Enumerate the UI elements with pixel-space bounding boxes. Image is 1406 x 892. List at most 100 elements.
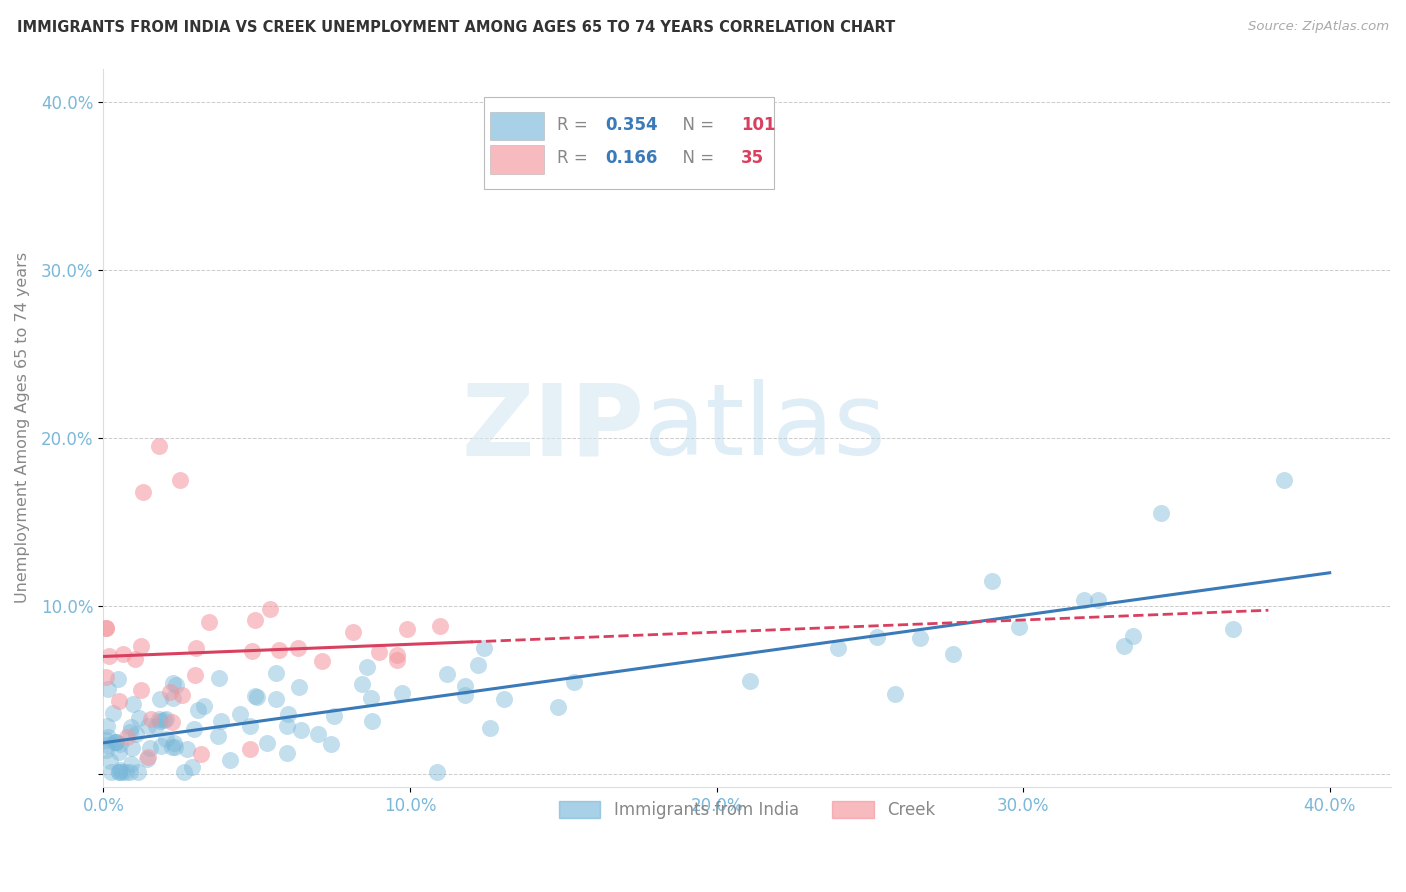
Point: [360, 690, 382, 705]
Point: [360, 714, 382, 729]
Text: ZIP: ZIP: [461, 379, 644, 476]
Text: 35: 35: [741, 149, 763, 168]
Point: [246, 690, 269, 704]
Point: [277, 706, 299, 721]
Point: [100, 765, 122, 780]
Point: [111, 765, 134, 780]
Point: [395, 623, 418, 637]
Legend: Immigrants from India, Creek: Immigrants from India, Creek: [553, 794, 942, 826]
Point: [494, 692, 516, 706]
Point: [121, 740, 143, 755]
Point: [391, 686, 413, 700]
Point: [132, 484, 155, 499]
Point: [162, 690, 184, 705]
Text: N =: N =: [672, 116, 720, 134]
Point: [243, 689, 266, 703]
Point: [104, 735, 127, 749]
Point: [160, 715, 183, 730]
Point: [125, 727, 148, 741]
Point: [865, 630, 887, 644]
Point: [239, 719, 262, 733]
Point: [115, 730, 138, 744]
Point: [342, 625, 364, 640]
Point: [454, 688, 477, 702]
Point: [827, 641, 849, 656]
Point: [429, 619, 451, 633]
Point: [467, 658, 489, 673]
Point: [1073, 593, 1095, 607]
Point: [118, 724, 141, 739]
Point: [183, 668, 205, 682]
Point: [163, 740, 186, 755]
Point: [908, 632, 931, 646]
Point: [436, 667, 458, 681]
Text: Source: ZipAtlas.com: Source: ZipAtlas.com: [1249, 20, 1389, 33]
Point: [180, 760, 202, 774]
Text: 0.166: 0.166: [606, 149, 658, 168]
Point: [162, 676, 184, 690]
Point: [96, 738, 118, 752]
Point: [122, 697, 145, 711]
Point: [148, 712, 170, 726]
Text: IMMIGRANTS FROM INDIA VS CREEK UNEMPLOYMENT AMONG AGES 65 TO 74 YEARS CORRELATIO: IMMIGRANTS FROM INDIA VS CREEK UNEMPLOYM…: [17, 20, 896, 35]
Point: [197, 615, 219, 629]
Point: [981, 574, 1004, 588]
Point: [149, 714, 172, 728]
Point: [208, 671, 231, 685]
Point: [96, 733, 118, 747]
Point: [472, 640, 495, 655]
Point: [110, 763, 132, 777]
Point: [150, 739, 173, 753]
Point: [155, 712, 177, 726]
Point: [176, 742, 198, 756]
Point: [183, 722, 205, 736]
Point: [884, 687, 907, 701]
Point: [290, 723, 312, 737]
Point: [115, 765, 138, 780]
Point: [267, 643, 290, 657]
Point: [454, 679, 477, 693]
Point: [96, 719, 118, 733]
Point: [139, 741, 162, 756]
Text: R =: R =: [557, 149, 592, 168]
Point: [107, 694, 129, 708]
Point: [547, 699, 569, 714]
Text: N =: N =: [672, 149, 720, 168]
Point: [1114, 639, 1136, 653]
Point: [96, 743, 118, 757]
Point: [1150, 507, 1173, 521]
Point: [243, 613, 266, 627]
Point: [108, 745, 131, 759]
Point: [120, 757, 142, 772]
Point: [169, 473, 191, 487]
Point: [100, 755, 122, 769]
Point: [1122, 629, 1144, 643]
Point: [307, 727, 329, 741]
Point: [129, 639, 152, 653]
Point: [259, 602, 281, 616]
Point: [187, 703, 209, 717]
Point: [478, 721, 501, 735]
Point: [287, 680, 309, 694]
Point: [173, 765, 195, 780]
Point: [356, 660, 378, 674]
Point: [155, 731, 177, 746]
Point: [219, 753, 242, 767]
Point: [108, 737, 131, 751]
Point: [107, 672, 129, 686]
Point: [97, 681, 120, 696]
Point: [1222, 622, 1244, 636]
Point: [321, 737, 343, 751]
Point: [740, 674, 762, 689]
Point: [1272, 473, 1295, 487]
Point: [136, 719, 159, 733]
Point: [323, 708, 346, 723]
Text: atlas: atlas: [644, 379, 886, 476]
Point: [562, 675, 585, 690]
FancyBboxPatch shape: [485, 96, 775, 188]
Point: [97, 648, 120, 663]
Point: [120, 721, 142, 735]
Point: [153, 713, 176, 727]
Point: [426, 765, 449, 780]
Y-axis label: Unemployment Among Ages 65 to 74 years: Unemployment Among Ages 65 to 74 years: [15, 252, 30, 603]
